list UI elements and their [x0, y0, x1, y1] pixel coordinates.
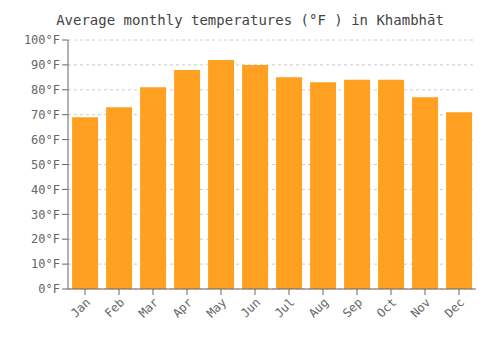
svg-text:100°F: 100°F	[24, 33, 60, 47]
svg-text:30°F: 30°F	[31, 208, 60, 222]
svg-text:Nov: Nov	[408, 295, 433, 320]
svg-text:20°F: 20°F	[31, 232, 60, 246]
svg-text:Apr: Apr	[170, 295, 195, 320]
svg-text:40°F: 40°F	[31, 183, 60, 197]
svg-text:Dec: Dec	[442, 295, 467, 320]
svg-text:Aug: Aug	[306, 295, 331, 320]
svg-text:80°F: 80°F	[31, 83, 60, 97]
svg-text:Mar: Mar	[136, 295, 161, 320]
svg-text:Sep: Sep	[340, 295, 365, 320]
html-text:Average monthly temperatures (: Average monthly temperatures (°F ) in Kh…	[56, 12, 444, 28]
svg-text:0°F: 0°F	[38, 282, 60, 296]
svg-text:10°F: 10°F	[31, 257, 60, 271]
svg-text:Jun: Jun	[238, 295, 263, 320]
svg-text:Jan: Jan	[68, 295, 93, 320]
svg-text:Jul: Jul	[272, 295, 297, 320]
svg-text:70°F: 70°F	[31, 108, 60, 122]
svg-text:May: May	[204, 295, 229, 320]
svg-text:Feb: Feb	[102, 295, 127, 320]
svg-text:90°F: 90°F	[31, 58, 60, 72]
svg-text:50°F: 50°F	[31, 158, 60, 172]
svg-text:Oct: Oct	[374, 295, 399, 320]
svg-text:60°F: 60°F	[31, 133, 60, 147]
